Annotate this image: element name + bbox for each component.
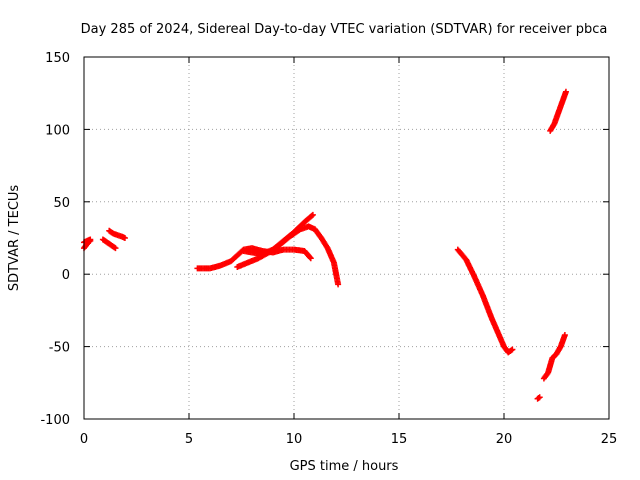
x-axis-label: GPS time / hours [290,459,399,474]
plus-marker [306,254,313,261]
data-series-arc8 [454,246,516,356]
plus-marker [561,332,568,339]
x-tick-label: 10 [286,432,303,447]
plus-marker [309,211,316,218]
y-tick-labels: -100 -50 0 50 100 150 [40,51,70,428]
data-series-arc3 [99,236,119,252]
plus-marker [509,346,516,353]
plus-marker [562,88,569,95]
y-axis-label: SDTVAR / TECUs [7,185,22,292]
data-series-arc10 [540,332,568,382]
plus-marker [308,212,315,219]
plus-marker [121,235,128,241]
x-tick-label: 5 [185,432,193,447]
data-series-arc2 [81,236,94,246]
x-tick-label: 25 [601,432,618,447]
y-tick-label: -100 [40,413,70,428]
data-series-arc7 [240,211,316,257]
y-tick-label: 150 [45,51,70,66]
data-series-arc4 [106,227,128,241]
x-tick-label: 15 [391,432,408,447]
plus-marker [335,281,342,288]
axis-ticks [83,56,610,420]
plus-marker [87,236,94,243]
y-tick-label: -50 [49,341,70,356]
plus-marker [307,255,314,262]
data-series-arc11 [547,88,569,134]
plus-marker [112,245,119,252]
grid-lines [84,57,609,419]
chart-title: Day 285 of 2024, Sidereal Day-to-day VTE… [81,22,608,37]
y-tick-label: 100 [45,123,70,138]
data-series-arc9 [534,394,543,402]
data-points [81,88,569,402]
y-tick-label: 50 [53,196,70,211]
x-tick-labels: 0 5 10 15 20 25 [80,432,617,447]
y-tick-label: 0 [62,268,70,283]
x-tick-label: 0 [80,432,88,447]
plot-border [83,56,610,420]
plus-marker [536,394,543,401]
x-tick-label: 20 [496,432,513,447]
